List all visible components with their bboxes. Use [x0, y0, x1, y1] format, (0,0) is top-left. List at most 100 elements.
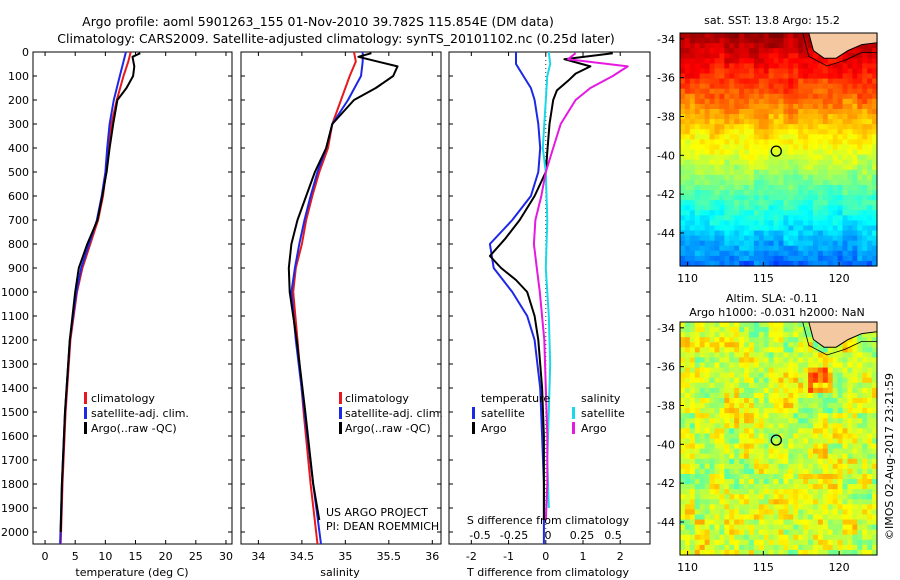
map-cell	[803, 159, 809, 166]
map-cell	[793, 88, 799, 95]
map-cell	[684, 377, 691, 384]
map-cell	[684, 235, 691, 242]
map-cell	[714, 63, 720, 70]
map-cell	[827, 134, 834, 140]
map-cell	[862, 524, 868, 531]
map-cell	[812, 93, 819, 100]
map-cell	[763, 139, 770, 146]
map-cell	[783, 489, 789, 495]
map-cell	[758, 539, 765, 546]
map-cell	[827, 108, 834, 115]
map-cell	[694, 489, 701, 495]
map-cell	[867, 473, 873, 480]
map-cell	[714, 342, 720, 348]
map-cell	[709, 484, 716, 490]
map-cell	[753, 144, 760, 151]
map-cell	[852, 494, 858, 500]
map-cell	[837, 433, 844, 440]
map-cell	[724, 235, 730, 242]
y-tick-label: 600	[8, 190, 29, 203]
map-cell	[822, 63, 829, 70]
map-cell	[862, 529, 868, 536]
map-cell	[808, 479, 814, 485]
temperature-legend: climatology satellite-adj. clim. Argo(..…	[84, 392, 189, 435]
map-cell	[822, 468, 829, 475]
map-cell	[748, 367, 755, 374]
map-cell	[699, 484, 706, 490]
map-cell	[744, 504, 750, 511]
y-tick-label: -42	[657, 188, 675, 201]
map-cell	[744, 134, 750, 140]
map-cell	[778, 48, 785, 54]
map-cell	[872, 418, 878, 424]
map-cell	[734, 63, 740, 70]
map-cell	[793, 190, 799, 196]
map-cell	[847, 458, 853, 465]
map-cell	[872, 479, 878, 485]
map-cell	[847, 195, 853, 201]
map-cell	[872, 103, 878, 110]
map-cell	[827, 63, 834, 70]
map-cell	[680, 103, 686, 110]
map-cell	[817, 443, 824, 450]
map-cell	[783, 144, 789, 151]
map-cell	[822, 549, 829, 556]
map-cell	[803, 73, 809, 80]
map-cell	[872, 124, 878, 130]
map-cell	[709, 408, 716, 414]
map-cell	[714, 134, 720, 140]
map-cell	[714, 93, 720, 100]
map-cell	[709, 448, 716, 455]
map-cell	[822, 347, 829, 353]
map-cell	[857, 98, 863, 105]
map-cell	[832, 549, 839, 556]
map-cell	[862, 144, 868, 151]
map-cell	[763, 494, 770, 500]
map-cell	[817, 190, 824, 196]
map-cell	[788, 418, 794, 424]
map-cell	[867, 509, 873, 516]
map-cell	[739, 529, 745, 536]
map-cell	[852, 154, 858, 161]
map-cell	[778, 159, 785, 166]
map-cell	[753, 58, 760, 64]
map-cell	[798, 362, 804, 369]
map-cell	[872, 332, 878, 338]
map-cell	[842, 468, 849, 475]
map-cell	[857, 347, 863, 353]
y-tick-label: 1000	[1, 286, 29, 299]
map-cell	[694, 504, 701, 511]
map-cell	[739, 134, 745, 140]
map-cell	[857, 215, 863, 222]
legend-label-sal-argo: Argo	[581, 422, 607, 435]
map-cell	[748, 372, 755, 379]
map-cell	[684, 103, 691, 110]
map-cell	[783, 337, 789, 343]
map-cell	[773, 534, 780, 541]
map-cell	[694, 392, 701, 399]
map-cell	[758, 250, 765, 257]
map-cell	[763, 235, 770, 242]
map-cell	[832, 250, 839, 257]
map-cell	[704, 539, 711, 546]
map-cell	[842, 392, 849, 399]
map-cell	[832, 392, 839, 399]
map-cell	[689, 539, 696, 546]
map-cell	[689, 33, 696, 39]
map-cell	[758, 73, 765, 80]
map-cell	[778, 347, 785, 353]
map-cell	[739, 33, 745, 39]
map-cell	[729, 83, 735, 90]
map-cell	[862, 139, 868, 146]
map-cell	[808, 342, 814, 348]
map-cell	[822, 98, 829, 105]
map-cell	[808, 103, 814, 110]
map-cell	[852, 144, 858, 151]
map-cell	[758, 134, 765, 140]
map-cell	[724, 529, 730, 536]
map-cell	[872, 144, 878, 151]
map-cell	[763, 468, 770, 475]
legend-swatch-satellite	[84, 407, 87, 419]
map-cell	[709, 119, 716, 125]
map-cell	[778, 539, 785, 546]
